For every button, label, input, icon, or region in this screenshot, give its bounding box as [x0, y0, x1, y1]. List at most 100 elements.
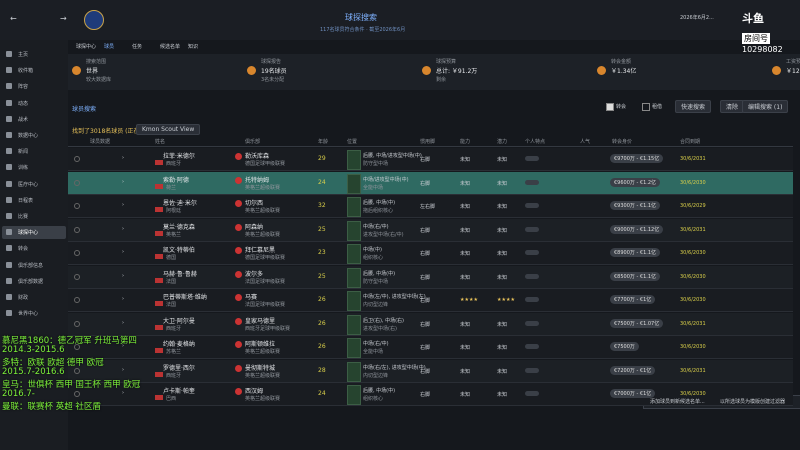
checkbox[interactable]	[606, 103, 614, 111]
player-position: 中场(右/左), 进攻型中场(中)	[363, 364, 426, 371]
subnav-tab[interactable]: 任务	[132, 44, 143, 50]
table-row[interactable]	[68, 336, 793, 359]
player-name[interactable]: 卢卡斯·帕奎	[163, 388, 195, 395]
row-checkbox[interactable]	[74, 156, 80, 162]
subnav-tab[interactable]: 球员	[104, 44, 115, 50]
player-club[interactable]: 皇家马德里	[245, 317, 276, 325]
footer-button[interactable]: 以所选球员为模版创建过滤器	[720, 399, 786, 405]
sidebar-item[interactable]: 日程表	[18, 197, 34, 204]
sidebar-item[interactable]: 主页	[18, 52, 29, 58]
sidebar-item[interactable]: 战术	[18, 116, 29, 123]
row-expand[interactable]: ›	[122, 319, 124, 326]
row-expand[interactable]: ›	[122, 202, 124, 208]
row-expand[interactable]: ›	[122, 343, 124, 349]
row-expand[interactable]: ›	[122, 272, 124, 279]
row-checkbox[interactable]	[74, 203, 80, 209]
toolbar-button[interactable]: 快速搜索	[675, 100, 712, 113]
forward-button[interactable]: →	[60, 14, 67, 23]
player-club[interactable]: 曼彻斯特城	[245, 364, 276, 372]
table-row[interactable]	[68, 383, 793, 406]
table-row[interactable]	[68, 148, 793, 171]
player-name[interactable]: 恩佐·迪·米尔	[163, 200, 197, 207]
player-name[interactable]: 拉菲·米德尔	[163, 153, 195, 160]
row-checkbox[interactable]	[74, 344, 80, 350]
player-foot: 右脚	[420, 368, 431, 375]
row-checkbox[interactable]	[74, 273, 80, 280]
player-name[interactable]: 马赫·鲁·鲁赫	[163, 270, 197, 278]
sidebar-item[interactable]: 医疗中心	[18, 181, 39, 188]
row-expand[interactable]: ›	[122, 390, 124, 396]
row-checkbox[interactable]	[74, 179, 80, 186]
subnav-tab[interactable]: 知识	[188, 44, 199, 50]
player-club[interactable]: 波尔多	[245, 270, 264, 278]
sidebar-item[interactable]: 数据中心	[18, 133, 39, 139]
player-club[interactable]: 拜仁慕尼黑	[245, 247, 276, 254]
sidebar-item[interactable]: 俱乐部数据	[18, 278, 44, 285]
player-nation: 法国	[166, 302, 177, 308]
view-dropdown[interactable]: Kmon Scout View	[136, 124, 201, 135]
row-expand[interactable]: ›	[122, 155, 124, 161]
table-row[interactable]	[68, 242, 793, 265]
row-expand[interactable]: ›	[122, 296, 124, 302]
sidebar-item[interactable]: 球探中心	[18, 230, 39, 237]
player-club[interactable]: 托特纳姆	[245, 176, 270, 184]
row-checkbox[interactable]	[74, 367, 80, 374]
sidebar-item[interactable]: 阵容	[18, 84, 29, 91]
player-position: 后腰, 中场/进攻型中场(中)	[363, 153, 422, 159]
sidebar-item[interactable]: 世界中心	[18, 311, 39, 318]
table-row[interactable]	[68, 289, 793, 312]
player-foot: 右脚	[420, 274, 431, 281]
toolbar-button[interactable]: 编辑搜索 (1)	[742, 100, 789, 113]
attribute-pill	[525, 391, 539, 396]
row-expand[interactable]: ›	[122, 225, 124, 232]
player-club[interactable]: 马赛	[245, 294, 258, 301]
attribute-pill	[525, 297, 539, 302]
table-row[interactable]	[68, 312, 793, 336]
row-checkbox[interactable]	[74, 320, 80, 327]
player-name[interactable]: 大卫·阿尔曼	[163, 317, 195, 325]
toolbar-button[interactable]: 清除	[720, 100, 745, 113]
sidebar-item[interactable]: 训练	[18, 165, 29, 172]
player-club[interactable]: 勒沃库森	[245, 153, 270, 160]
table-row[interactable]	[68, 195, 793, 218]
player-name[interactable]: 巴普蒂斯塔·维纳	[163, 294, 207, 301]
player-club[interactable]: 阿森纳	[245, 223, 264, 231]
row-checkbox[interactable]	[74, 226, 80, 233]
sidebar-item[interactable]: 新闻	[18, 149, 29, 156]
checkbox[interactable]	[642, 103, 650, 111]
sidebar-item[interactable]: 收件箱	[18, 68, 34, 75]
player-age: 26	[318, 296, 326, 303]
sidebar-item[interactable]: 俱乐部信息	[18, 262, 44, 269]
player-foot: 右脚	[420, 321, 431, 328]
row-expand[interactable]: ›	[122, 366, 124, 373]
footer-button[interactable]: 添加球员到新候选名单...	[650, 399, 705, 405]
player-nation: 巴西	[166, 396, 177, 402]
player-club[interactable]: 切尔西	[245, 200, 264, 207]
player-name[interactable]: 罗德里·西尔	[163, 364, 195, 372]
player-club[interactable]: 阿斯顿维拉	[245, 341, 276, 348]
row-checkbox[interactable]	[74, 391, 80, 397]
row-expand[interactable]: ›	[122, 249, 124, 255]
topbar	[0, 0, 800, 40]
sidebar-item[interactable]: 财政	[18, 295, 29, 301]
player-name[interactable]: 凯文·特蒂伯	[163, 247, 195, 254]
player-nation: 苏格兰	[166, 349, 182, 355]
table-row[interactable]	[68, 265, 793, 289]
sidebar-item[interactable]: 动态	[18, 100, 29, 107]
row-checkbox[interactable]	[74, 250, 80, 256]
table-row[interactable]	[68, 359, 793, 383]
sidebar-item[interactable]: 转会	[18, 246, 29, 253]
player-nation: 德国	[166, 255, 177, 261]
back-button[interactable]: ←	[10, 14, 17, 23]
subnav-tab[interactable]: 候选名单	[160, 44, 181, 50]
table-row[interactable]	[68, 218, 793, 242]
player-club[interactable]: 西汉姆	[245, 388, 264, 395]
subnav-tab[interactable]: 球探中心	[76, 44, 97, 50]
player-name[interactable]: 约翰·麦格纳	[163, 341, 195, 348]
player-name[interactable]: 莫兰·德克森	[163, 223, 195, 231]
row-expand[interactable]: ›	[122, 178, 124, 185]
sidebar-item[interactable]: 比赛	[18, 214, 29, 220]
player-name[interactable]: 索勒·阿德	[163, 176, 189, 184]
row-checkbox[interactable]	[74, 297, 80, 303]
table-row[interactable]	[68, 171, 793, 195]
